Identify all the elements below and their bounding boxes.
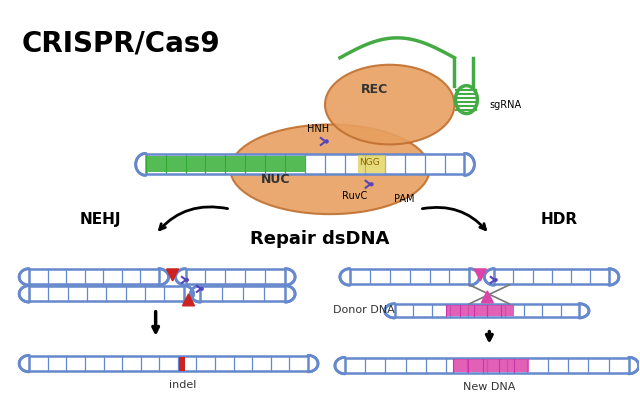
Text: NUC: NUC: [260, 173, 290, 186]
Bar: [358, 155, 386, 173]
Ellipse shape: [230, 125, 429, 214]
Polygon shape: [182, 294, 195, 306]
Bar: [452, 359, 529, 372]
Text: HNH: HNH: [307, 125, 329, 134]
Text: RuvC: RuvC: [342, 191, 367, 201]
Text: Repair dsDNA: Repair dsDNA: [250, 230, 390, 248]
Text: sgRNA: sgRNA: [490, 100, 522, 110]
Polygon shape: [166, 269, 179, 281]
Text: REC: REC: [361, 83, 388, 96]
Text: NEHJ: NEHJ: [80, 212, 122, 227]
Ellipse shape: [325, 65, 454, 145]
FancyBboxPatch shape: [29, 269, 159, 284]
Bar: [179, 357, 184, 370]
Bar: [146, 156, 305, 172]
FancyBboxPatch shape: [494, 269, 609, 284]
FancyBboxPatch shape: [29, 286, 184, 301]
Text: New DNA: New DNA: [463, 381, 516, 392]
Polygon shape: [474, 269, 486, 281]
FancyBboxPatch shape: [345, 358, 628, 373]
FancyBboxPatch shape: [146, 154, 465, 174]
Text: CRISPR/Cas9: CRISPR/Cas9: [21, 30, 220, 58]
Text: Donor DNA: Donor DNA: [333, 305, 395, 315]
FancyBboxPatch shape: [395, 304, 579, 317]
FancyBboxPatch shape: [186, 269, 285, 284]
Bar: [446, 305, 515, 316]
Text: PAM: PAM: [394, 194, 415, 204]
Text: indel: indel: [169, 379, 196, 390]
FancyBboxPatch shape: [200, 286, 285, 301]
Polygon shape: [481, 291, 493, 303]
Text: NGG: NGG: [360, 158, 380, 167]
Text: HDR: HDR: [541, 212, 578, 227]
FancyBboxPatch shape: [350, 269, 469, 284]
FancyBboxPatch shape: [29, 356, 308, 371]
